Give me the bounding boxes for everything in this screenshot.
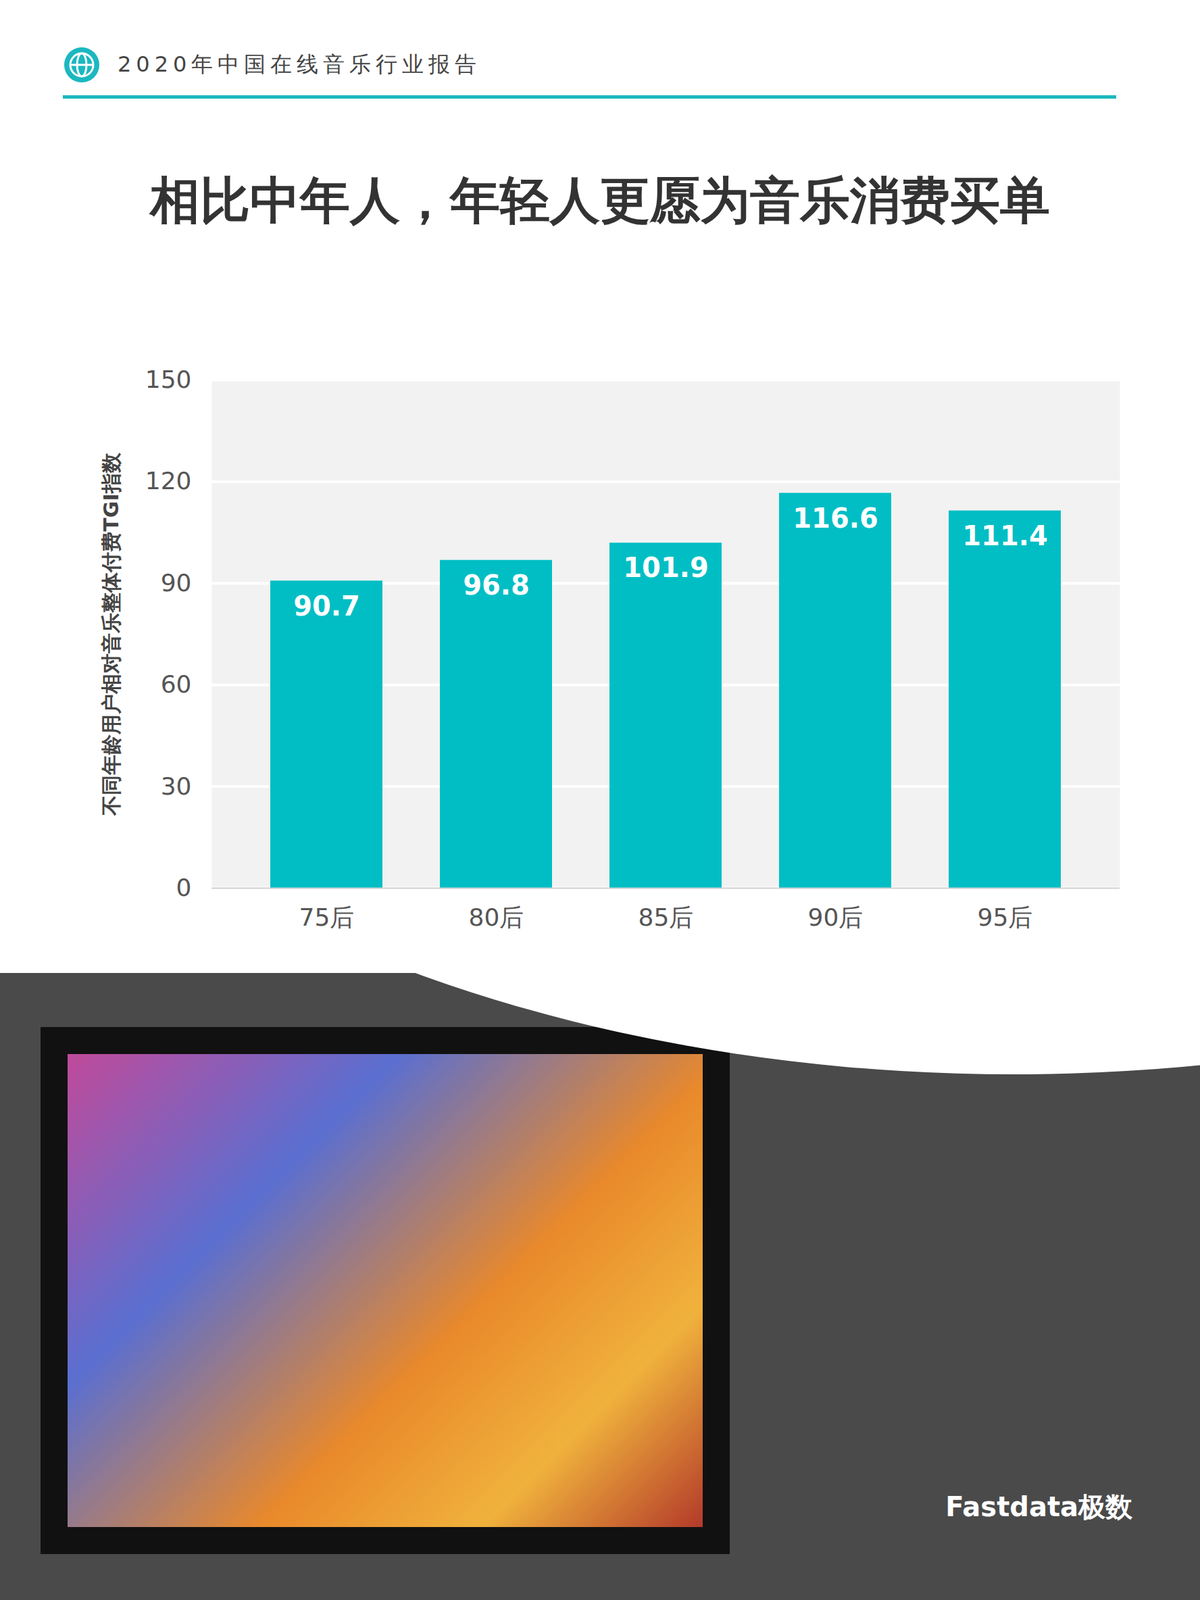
- svg-text:150: 150: [145, 365, 192, 394]
- html-text:相比中年人，年轻人更愿为音乐消费买单: 相比中年人，年轻人更愿为音乐消费买单: [150, 170, 1050, 230]
- svg-text:111.4: 111.4: [962, 520, 1048, 552]
- svg-text:60: 60: [160, 670, 192, 698]
- svg-text:116.6: 116.6: [792, 502, 879, 534]
- svg-text:90后: 90后: [808, 903, 864, 932]
- svg-text:30: 30: [160, 772, 192, 800]
- svg-text:80后: 80后: [468, 903, 525, 932]
- svg-text:85后: 85后: [638, 903, 694, 932]
- svg-text:90: 90: [160, 568, 192, 597]
- svg-text:96.8: 96.8: [462, 569, 530, 601]
- html-text:Fastdata极数: Fastdata极数: [945, 1491, 1133, 1523]
- svg-text:95后: 95后: [977, 903, 1034, 932]
- html-text:2020年中国在线音乐行业报告: 2020年中国在线音乐行业报告: [117, 51, 482, 78]
- svg-text:90.7: 90.7: [293, 590, 361, 622]
- svg-text:不同年龄用户相对音乐整体付费TGI指数: 不同年龄用户相对音乐整体付费TGI指数: [99, 452, 123, 816]
- svg-text:120: 120: [145, 466, 192, 495]
- svg-text:75后: 75后: [299, 903, 355, 932]
- svg-text:101.9: 101.9: [622, 552, 709, 584]
- svg-text:0: 0: [176, 873, 192, 902]
